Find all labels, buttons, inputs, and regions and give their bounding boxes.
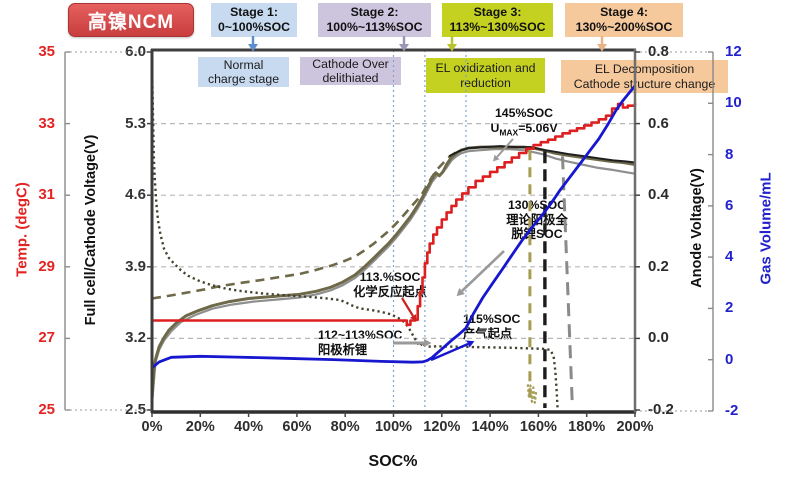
stage2-desc-line: Cathode Over xyxy=(312,56,389,71)
annotation-line: 产气起点 xyxy=(463,326,513,341)
stage2-range: 100%~113%SOC xyxy=(326,20,423,34)
temp-tick-35: 35 xyxy=(38,43,55,60)
annotation-umax: 145%SOC UMAX=5.06V xyxy=(490,106,557,139)
stage-arrow-stage3-head xyxy=(447,44,457,52)
gas-tick-4: 4 xyxy=(725,248,734,266)
series-temp xyxy=(152,102,637,327)
series-residual_khaki xyxy=(526,384,538,404)
stage-box-stage2: Stage 2: 100%~113%SOC xyxy=(318,3,431,37)
annotation-arrow-plating-head xyxy=(424,338,432,348)
series-fullcell_gray xyxy=(150,148,636,403)
gas-tick-0: 0 xyxy=(725,350,734,368)
stage3-title: Stage 3: xyxy=(473,4,522,19)
annotation-arrow-soc113-head xyxy=(409,314,417,322)
voltage-tick-5.3: 5.3 xyxy=(125,114,146,132)
x-tick-140%: 140% xyxy=(471,419,509,435)
stage1-title: Stage 1: xyxy=(230,4,278,19)
annotation-line: UMAX=5.06V xyxy=(490,120,558,137)
anode-tick-0.6: 0.6 xyxy=(648,114,669,132)
stage-desc-stage1: Normal charge stage xyxy=(198,57,289,87)
voltage-tick-3.9: 3.9 xyxy=(125,257,146,275)
annotation-line: 113.%SOC xyxy=(359,270,421,284)
stage-arrow-stage4-head xyxy=(597,44,607,52)
annotation-soc113: 113.%SOC 化学反应起点 xyxy=(353,270,427,299)
gas-tick-2: 2 xyxy=(725,299,734,317)
anode-tick-0.4: 0.4 xyxy=(648,186,669,204)
stage1-desc-line: charge stage xyxy=(207,72,280,86)
stage-desc-stage4: EL Decomposition Cathode structure change xyxy=(561,60,728,93)
series-collapse_gray xyxy=(561,156,574,402)
x-tick-160%: 160% xyxy=(519,419,557,435)
stage4-range: 130%~200%SOC xyxy=(575,20,673,34)
series-black_cell xyxy=(448,145,636,164)
title-badge: 高镍NCM xyxy=(68,3,194,37)
gas-tick-8: 8 xyxy=(725,145,734,163)
voltage-tick-3.2: 3.2 xyxy=(125,329,146,347)
x-tick-80%: 80% xyxy=(330,419,360,435)
stage-desc-stage3: EL oxidization and reduction xyxy=(426,58,545,93)
stage-desc-stage2: Cathode Over delithiated xyxy=(300,57,401,85)
annotation-arrow-umax-head xyxy=(493,154,500,162)
stage2-title: Stage 2: xyxy=(350,4,399,19)
x-tick-20%: 20% xyxy=(185,419,215,435)
annotation-arrow-soc130-head xyxy=(456,288,465,297)
annotation-line: 145%SOC xyxy=(494,106,554,120)
stage-box-stage3: Stage 3: 113%~130%SOC xyxy=(442,3,553,37)
gas-tick-6: 6 xyxy=(725,196,734,214)
stage1-range: 0~100%SOC xyxy=(217,20,291,34)
stage-box-stage4: Stage 4: 130%~200%SOC xyxy=(565,3,683,37)
stage-arrow-stage2-head xyxy=(399,44,409,52)
annotation-line: 阳极析锂 xyxy=(318,342,368,357)
x-tick-0%: 0% xyxy=(141,419,163,435)
stage4-title: Stage 4: xyxy=(600,4,648,19)
x-tick-40%: 40% xyxy=(234,419,264,435)
stage1-desc-line: Normal xyxy=(223,57,264,72)
stage-arrow-stage1-head xyxy=(248,44,258,52)
anode-tick-0.8: 0.8 xyxy=(648,43,669,60)
gas-tick-10: 10 xyxy=(725,94,742,112)
stage3-desc-line: EL oxidization and xyxy=(435,61,536,75)
annotation-line: 115%SOC xyxy=(463,312,521,326)
stage2-desc-line: delithiated xyxy=(322,71,379,85)
x-tick-200%: 200% xyxy=(616,419,654,435)
annotation-arrow-gasstart-shaft xyxy=(430,342,469,362)
x-tick-100%: 100% xyxy=(374,419,413,435)
stage4-desc-line: EL Decomposition xyxy=(594,62,695,76)
x-tick-180%: 180% xyxy=(568,419,606,435)
series-gas xyxy=(151,84,637,369)
annotation-arrow-soc130-shaft xyxy=(461,250,505,292)
annotation-line: 化学反应起点 xyxy=(353,284,427,299)
gas-tick--2: -2 xyxy=(725,402,739,419)
annotation-gasstart: 115%SOC 产气起点 xyxy=(463,312,520,341)
x-axis-title: SOC% xyxy=(368,453,418,470)
gas-tick-12: 12 xyxy=(725,43,742,60)
series-anode xyxy=(150,59,560,414)
stage3-desc-line: reduction xyxy=(460,75,511,90)
annotation-arrow-gasstart-head xyxy=(466,340,475,348)
annotation-arrow-soc113-shaft xyxy=(401,297,414,317)
series-cathode xyxy=(151,149,461,300)
temp-tick-25: 25 xyxy=(38,401,55,418)
stage3-range: 113%~130%SOC xyxy=(449,20,546,34)
x-tick-60%: 60% xyxy=(282,419,312,435)
anode-tick-0.0: 0.0 xyxy=(648,329,669,347)
stage4-desc-line: Cathode structure change xyxy=(573,76,716,91)
voltage-tick-4.6: 4.6 xyxy=(125,186,146,204)
stage-box-stage1: Stage 1: 0~100%SOC xyxy=(211,3,297,37)
temp-tick-33: 33 xyxy=(38,114,55,132)
anode-tick--0.2: -0.2 xyxy=(648,401,674,418)
annotation-arrow-umax-shaft xyxy=(496,138,514,158)
temp-tick-27: 27 xyxy=(38,329,55,347)
temp-tick-29: 29 xyxy=(38,257,55,275)
anode-tick-0.2: 0.2 xyxy=(648,257,669,275)
temp-tick-31: 31 xyxy=(38,186,55,204)
x-tick-120%: 120% xyxy=(423,419,461,435)
